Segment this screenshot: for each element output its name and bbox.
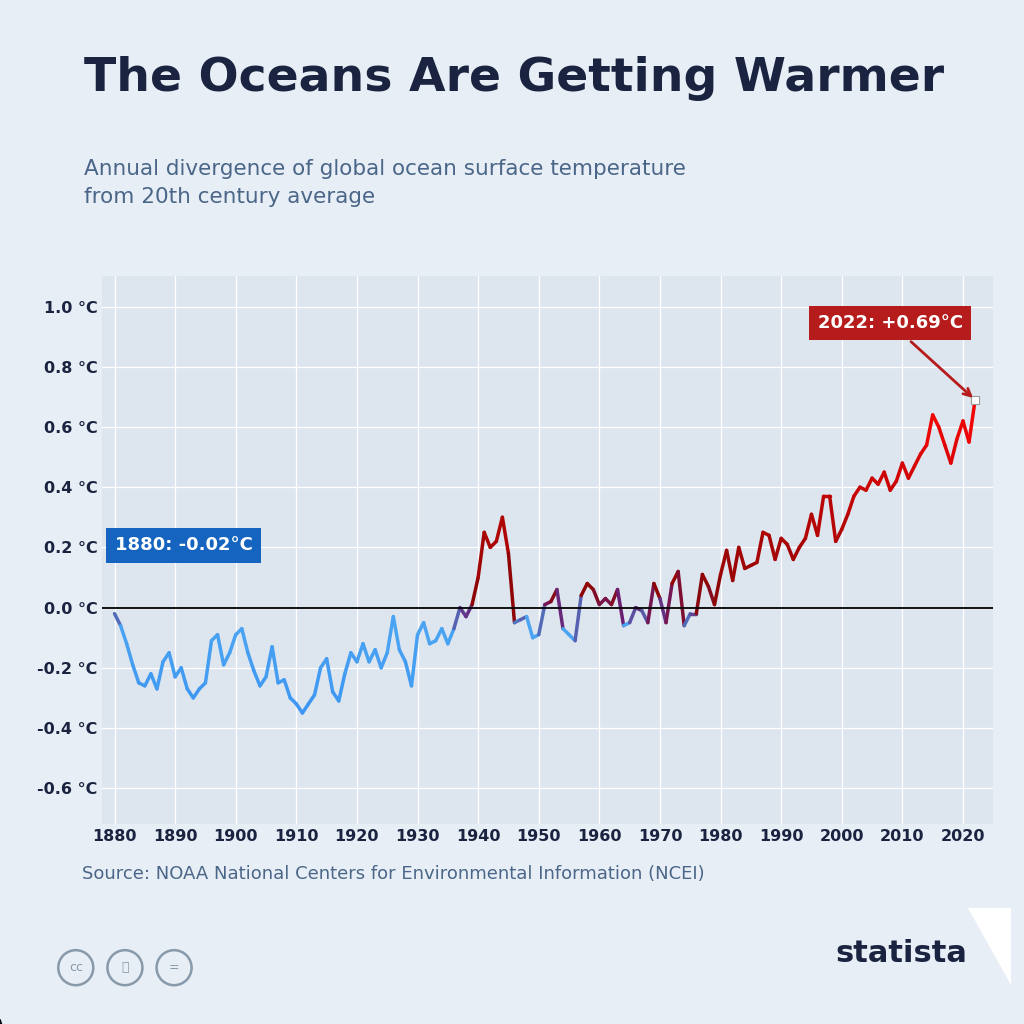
Text: The Oceans Are Getting Warmer: The Oceans Are Getting Warmer [84, 56, 944, 101]
Text: 2022: +0.69°C: 2022: +0.69°C [817, 313, 971, 396]
Text: =: = [169, 962, 179, 974]
Polygon shape [968, 908, 1011, 985]
Text: statista: statista [836, 939, 968, 968]
Text: ⓘ: ⓘ [121, 962, 129, 974]
Text: cc: cc [69, 962, 83, 974]
Text: Source: NOAA National Centers for Environmental Information (NCEI): Source: NOAA National Centers for Enviro… [82, 865, 705, 884]
Text: 1880: -0.02°C: 1880: -0.02°C [115, 537, 252, 554]
Text: Annual divergence of global ocean surface temperature
from 20th century average: Annual divergence of global ocean surfac… [84, 159, 686, 207]
